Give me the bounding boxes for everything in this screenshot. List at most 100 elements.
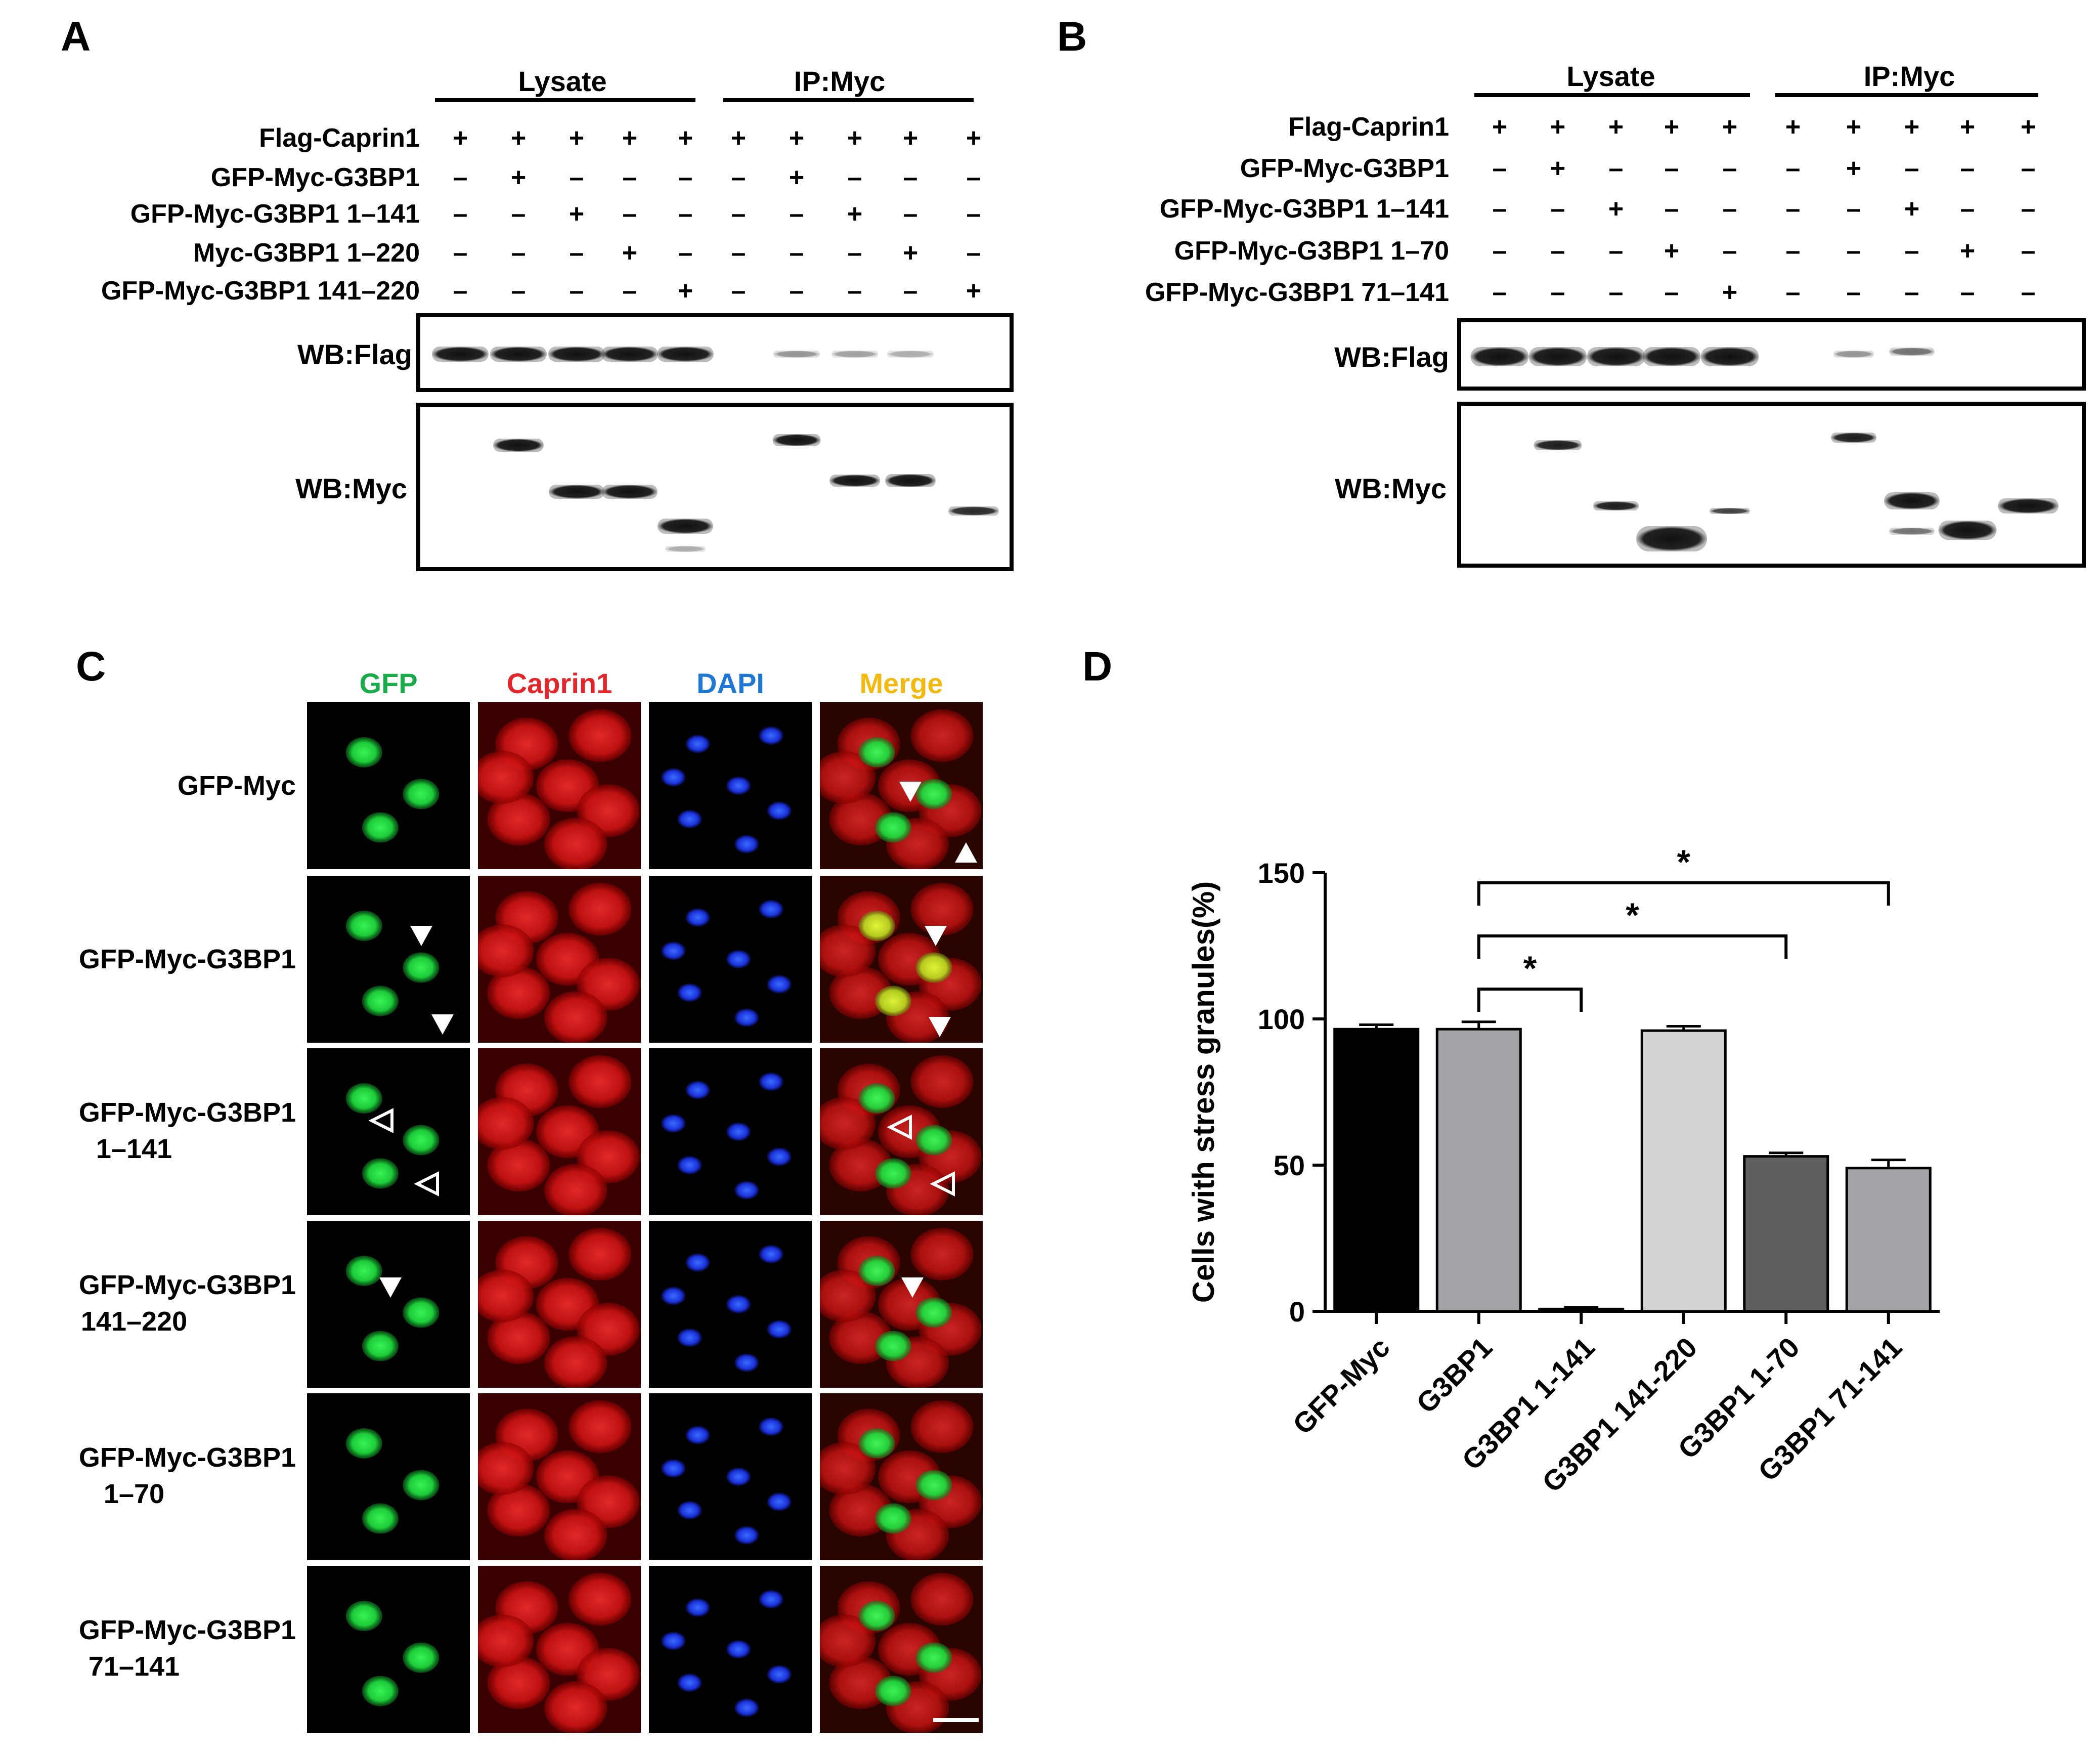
arrowhead-icon (410, 926, 432, 946)
condition-a-sign: + (731, 123, 746, 153)
condition-b-sign: + (1846, 112, 1861, 142)
condition-a-sign: + (678, 123, 693, 153)
condition-a-sign: – (731, 163, 746, 192)
condition-a-sign: – (731, 276, 746, 306)
flag-bands-a (432, 347, 934, 362)
significance-bracket (1477, 934, 1788, 959)
condition-b-sign: + (1846, 154, 1861, 183)
condition-b-sign: – (1847, 236, 1861, 266)
condition-a-sign: – (967, 238, 981, 268)
condition-a-sign: + (903, 238, 918, 268)
condition-b-sign: – (1609, 236, 1624, 266)
flag-band (773, 351, 820, 358)
condition-a-sign: – (848, 163, 862, 192)
y-axis-label: Cells with stress granules(%) (1187, 881, 1220, 1303)
condition-b-sign: + (1492, 112, 1507, 142)
condition-b-sign: – (1960, 154, 1975, 183)
y-tick-label: 50 (1274, 1149, 1305, 1181)
arrowhead-icon (901, 1277, 924, 1298)
condition-b-row-label: GFP-Myc-G3BP1 (1240, 154, 1449, 183)
condition-a-sign: – (453, 276, 468, 306)
condition-b-sign: – (1493, 194, 1507, 224)
condition-b-sign: – (2021, 278, 2036, 307)
arrowhead-icon (887, 1115, 912, 1140)
condition-a-sign: – (790, 238, 804, 268)
condition-a-sign: + (622, 123, 637, 153)
y-tick-label: 0 (1289, 1296, 1305, 1328)
condition-b-sign: + (1722, 112, 1737, 142)
significance-star: * (1677, 843, 1691, 881)
condition-b-sign: – (1493, 278, 1507, 307)
condition-a-sign: + (622, 238, 637, 268)
row-label: GFP-Myc-G3BP1 71–141 (79, 1615, 296, 1682)
condition-b-sign: – (2021, 236, 2036, 266)
condition-b-sign: – (1905, 236, 1919, 266)
condition-a-sign: – (678, 238, 693, 268)
blot-myc-a (416, 403, 1014, 571)
row-label-line2: 1–70 (104, 1479, 164, 1509)
myc-band (602, 485, 658, 499)
myc-band (1831, 433, 1876, 443)
condition-a-sign: + (789, 163, 804, 192)
condition-b-sign: – (1609, 278, 1624, 307)
arrowhead-icon (930, 1171, 955, 1197)
panel-label-a: A (61, 14, 91, 60)
arrowhead-icon (899, 782, 922, 802)
condition-b-sign: + (1722, 278, 1737, 307)
condition-b-sign: – (1493, 154, 1507, 183)
condition-a-sign: + (511, 163, 526, 192)
condition-a-row-label: GFP-Myc-G3BP1 1–141 (130, 199, 420, 229)
condition-a-sign: – (570, 276, 584, 306)
condition-a-sign: + (966, 123, 981, 153)
panel-label-d: D (1082, 644, 1112, 690)
flag-bands-b (1470, 347, 1935, 366)
condition-b-sign: – (1665, 154, 1679, 183)
arrowhead-icon (379, 1277, 402, 1298)
condition-a-sign: – (453, 238, 468, 268)
row-label-line1: GFP-Myc-G3BP1 (79, 944, 296, 974)
condition-a-sign: – (570, 238, 584, 268)
significance-star: * (1523, 949, 1537, 988)
condition-b-sign: – (1905, 154, 1919, 183)
myc-band (1884, 492, 1940, 509)
myc-band (772, 434, 821, 446)
blot-flag-label-b: WB:Flag (1334, 341, 1449, 373)
significance-star: * (1626, 896, 1639, 934)
condition-b-sign: – (1551, 194, 1565, 224)
condition-b-sign: – (1551, 278, 1565, 307)
bar (1845, 1167, 1932, 1313)
condition-a-sign: – (790, 276, 804, 306)
myc-band (1710, 508, 1750, 514)
condition-b-sign: – (1723, 236, 1737, 266)
blot-flag-label-a: WB:Flag (297, 338, 412, 370)
micrograph-gfp (307, 1566, 470, 1733)
micrograph-column-headers: GFP Caprin1 DAPI Merge (359, 667, 943, 699)
condition-a-sign: + (966, 276, 981, 306)
myc-band (948, 506, 999, 516)
ip-header-b: IP:Myc (1864, 60, 1955, 92)
y-tick-label: 100 (1258, 1003, 1305, 1035)
condition-a-sign: + (847, 123, 862, 153)
condition-b-sign: – (1551, 236, 1565, 266)
condition-b-sign: – (1847, 194, 1861, 224)
column-header-gfp: GFP (359, 667, 417, 699)
condition-b-sign: + (1550, 154, 1565, 183)
myc-band (1938, 521, 1997, 540)
myc-band (493, 439, 544, 452)
flag-band (1470, 347, 1529, 366)
condition-a-sign: + (678, 276, 693, 306)
significance-bracket (1477, 988, 1583, 1012)
condition-b-sign: + (1904, 194, 1919, 224)
row-label-line1: GFP-Myc-G3BP1 (79, 1097, 296, 1128)
condition-b-sign: – (1609, 154, 1624, 183)
arrowhead-icon (431, 1014, 454, 1035)
panel-d: D 0 50 100 150 Cells with stress granules(%)… (1082, 644, 1940, 1499)
arrowhead-icon (955, 842, 977, 863)
condition-a-sign: – (623, 276, 637, 306)
condition-b-row-label: Flag-Caprin1 (1288, 112, 1449, 142)
row-label-line2: 71–141 (89, 1651, 180, 1682)
condition-b-sign: – (1960, 194, 1975, 224)
condition-b-sign: + (1960, 112, 1975, 142)
